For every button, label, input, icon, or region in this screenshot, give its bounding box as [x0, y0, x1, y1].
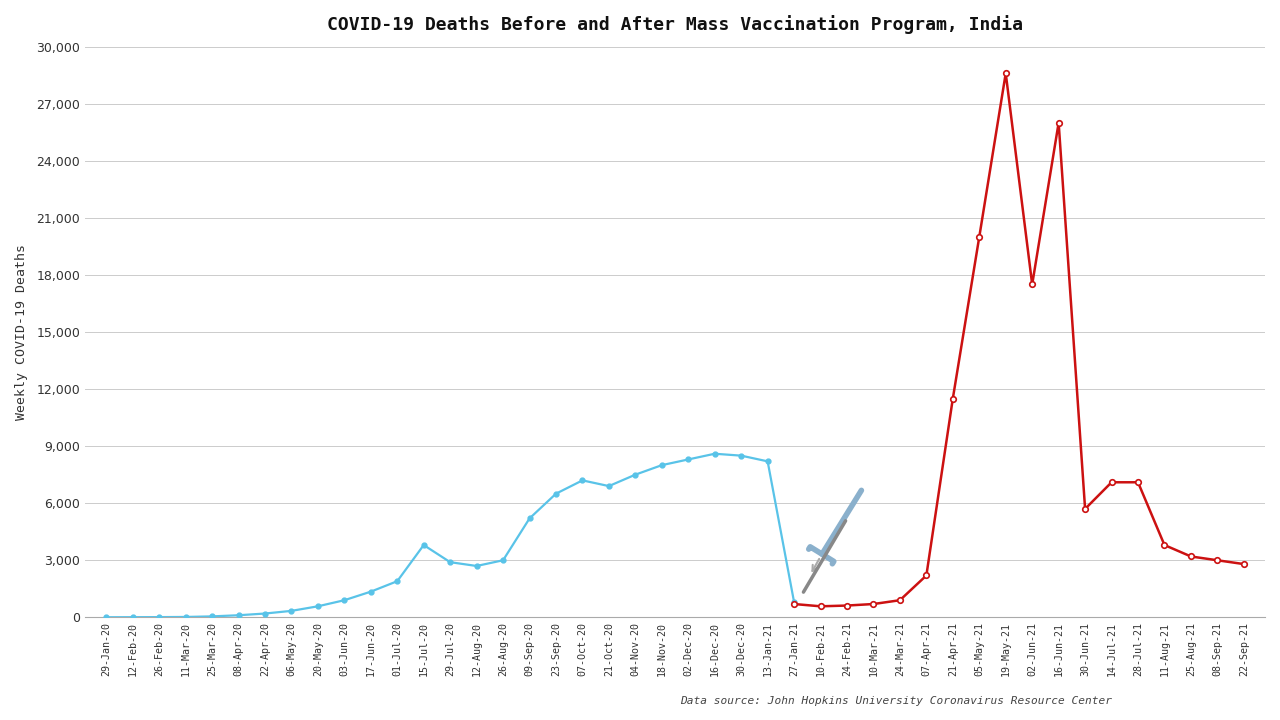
Title: COVID-19 Deaths Before and After Mass Vaccination Program, India: COVID-19 Deaths Before and After Mass Va… [326, 15, 1023, 34]
Y-axis label: Weekly COVID-19 Deaths: Weekly COVID-19 Deaths [15, 244, 28, 420]
Text: Data source: John Hopkins University Coronavirus Resource Center: Data source: John Hopkins University Cor… [680, 696, 1112, 706]
